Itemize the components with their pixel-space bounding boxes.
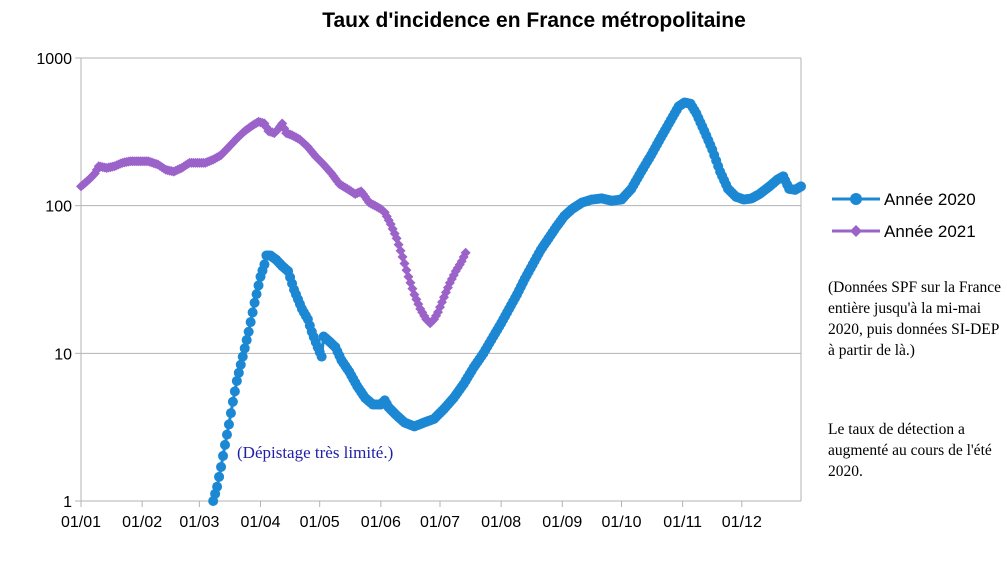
note-detection-rate: Le taux de détection a augmenté au cours… xyxy=(828,421,992,480)
y-tick-label: 1000 xyxy=(36,51,72,68)
series-layer xyxy=(76,97,806,506)
legend-marker xyxy=(850,225,862,237)
data-point xyxy=(216,461,227,472)
y-tick-label: 1 xyxy=(63,494,72,511)
data-point xyxy=(245,317,256,328)
data-point xyxy=(223,419,234,430)
series-line xyxy=(80,120,468,326)
x-tick-label: 01/07 xyxy=(420,514,460,531)
x-tick-label: 01/01 xyxy=(61,514,101,531)
data-point xyxy=(212,481,223,492)
data-point xyxy=(229,386,240,397)
data-point xyxy=(261,122,272,133)
data-point xyxy=(220,439,230,450)
testing-annotation: (Dépistage très limité.) xyxy=(237,443,393,462)
data-point xyxy=(218,450,229,461)
legend-label: Année 2020 xyxy=(884,190,976,209)
data-point xyxy=(253,280,264,291)
data-point xyxy=(796,181,806,192)
y-tick-labels: 1 10 100 1000 xyxy=(36,51,72,511)
x-tick-label: 01/06 xyxy=(361,514,401,531)
y-tick-label: 10 xyxy=(54,346,72,363)
data-point xyxy=(251,289,262,300)
x-tick-label: 01/10 xyxy=(601,514,641,531)
axes xyxy=(75,57,802,507)
legend: Année 2020 Année 2021 xyxy=(832,190,976,241)
x-tick-label: 01/04 xyxy=(240,514,280,531)
legend-item: Année 2020 xyxy=(832,190,976,209)
x-tick-label: 01/02 xyxy=(122,514,162,531)
x-tick-label: 01/05 xyxy=(300,514,340,531)
data-point xyxy=(231,375,242,386)
data-point xyxy=(214,471,225,482)
data-point xyxy=(243,326,254,337)
x-tick-label: 01/12 xyxy=(722,514,762,531)
data-point xyxy=(239,343,250,354)
x-tick-labels: 01/01 01/02 01/03 01/04 01/05 01/06 01/07 01/08… xyxy=(61,514,762,531)
data-point xyxy=(460,247,471,258)
x-tick-label: 01/03 xyxy=(179,514,219,531)
data-point xyxy=(227,396,238,407)
data-point xyxy=(235,359,246,370)
series-2 xyxy=(76,116,471,329)
legend-marker xyxy=(850,193,862,205)
legend-label: Année 2021 xyxy=(884,222,976,241)
data-point xyxy=(233,367,244,378)
x-tick-label: 01/08 xyxy=(481,514,521,531)
data-point xyxy=(221,429,232,440)
x-tick-label: 01/09 xyxy=(542,514,582,531)
data-point xyxy=(247,307,258,318)
grid-lines xyxy=(81,57,801,354)
legend-item: Année 2021 xyxy=(832,222,976,241)
data-point xyxy=(316,351,327,362)
y-tick-label: 100 xyxy=(45,199,72,216)
data-point xyxy=(225,408,236,419)
data-point xyxy=(249,297,260,308)
data-point xyxy=(237,351,248,362)
data-point xyxy=(458,252,469,263)
x-tick-label: 01/11 xyxy=(663,514,702,531)
note-data-source: (Données SPF sur la France entière jusqu… xyxy=(828,279,1002,359)
chart-title: Taux d'incidence en France métropolitain… xyxy=(322,9,746,32)
data-point xyxy=(241,335,252,346)
data-point xyxy=(259,259,270,270)
series-1 xyxy=(208,97,806,506)
